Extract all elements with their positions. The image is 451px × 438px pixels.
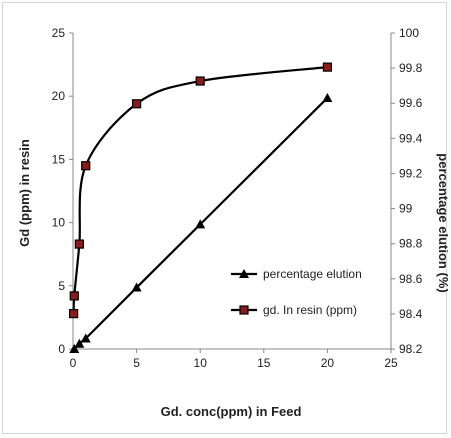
legend: percentage elution gd. In resin (ppm): [231, 267, 362, 317]
chart: 0 5 10 15 20 25051015202598.298.498.698.89999…: [17, 26, 448, 419]
series-gd-in-resin-point: [195, 76, 205, 86]
x-tick-label: 15: [257, 356, 271, 370]
series-percentage-elution-point: [195, 219, 206, 229]
y2-tick-label: 99.8: [399, 61, 423, 75]
x-tick-label: 0: [70, 356, 77, 370]
y2-axis-title: percentage elution (%): [436, 153, 448, 292]
legend-gd-in-resin-marker: [239, 305, 249, 315]
x-axis-title: Gd. conc(ppm) in Feed: [161, 404, 302, 419]
series-gd-in-resin-point: [69, 291, 79, 301]
series-percentage-elution-point: [131, 282, 142, 292]
legend-percentage-elution-marker: [239, 269, 249, 278]
series-gd-in-resin-point: [81, 161, 91, 171]
series-percentage-elution-point: [74, 338, 85, 348]
y-tick-label: 15: [52, 152, 66, 166]
series-gd-in-resin-point: [132, 99, 142, 109]
y-tick-label: 20: [52, 89, 66, 103]
y2-tick-label: 99.2: [399, 166, 423, 180]
series-percentage-elution-point: [322, 92, 333, 102]
y2-tick-label: 98.2: [399, 342, 423, 356]
axes: 0 5 10 15 20 25051015202598.298.498.698.89999…: [52, 26, 423, 370]
x-tick-label: 25: [384, 356, 398, 370]
x-tick-label: 20: [321, 356, 335, 370]
series-gd-in-resin-point: [74, 239, 84, 249]
series-gd-in-resin-point: [69, 309, 79, 319]
y-tick-label: 25: [52, 26, 66, 40]
y2-tick-label: 98.8: [399, 237, 423, 251]
x-tick-label: 10: [194, 356, 208, 370]
y2-tick-label: 98.4: [399, 307, 423, 321]
legend-gd-in-resin-label: gd. In resin (ppm): [263, 303, 357, 317]
x-tick-label: 5: [133, 356, 140, 370]
y-tick-label: 10: [52, 216, 66, 230]
legend-percentage-elution-label: percentage elution: [263, 267, 362, 281]
y-axis-title: Gd (ppm) in resin: [17, 139, 32, 247]
y2-tick-label: 99.6: [399, 96, 423, 110]
y2-tick-label: 99: [399, 202, 413, 216]
y-tick-label: 5: [58, 279, 65, 293]
y2-tick-label: 100: [399, 26, 419, 40]
series-percentage-elution-point: [69, 344, 80, 353]
y2-tick-label: 99.4: [399, 131, 423, 145]
y2-tick-label: 98.6: [399, 272, 423, 286]
series-percentage-elution-point: [80, 333, 91, 343]
chart-frame: 0 5 10 15 20 25 0 5 10 15 20 25 98.2 98.4 98.6 98.8 99 99…: [2, 2, 448, 434]
y-tick-label: 0: [58, 342, 65, 356]
plot-area: [69, 62, 333, 353]
series-gd-in-resin-point: [322, 62, 332, 72]
